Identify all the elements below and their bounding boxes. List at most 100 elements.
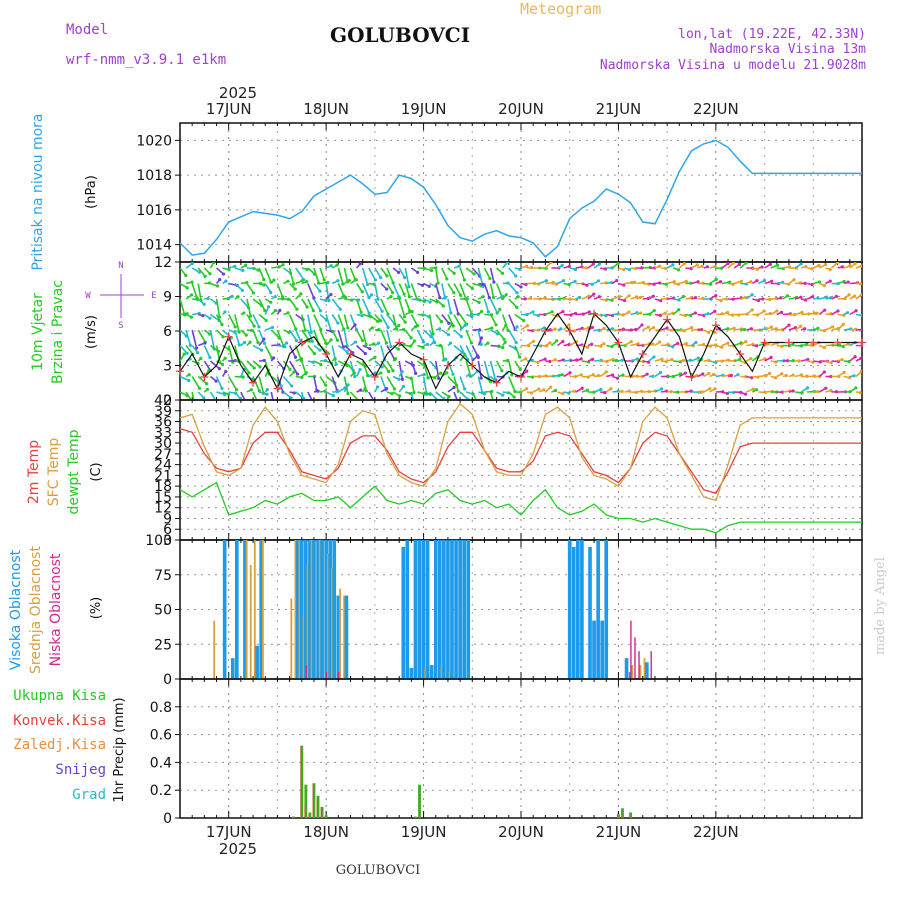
cloud-bar-high <box>401 546 406 679</box>
wind-arrow-head <box>504 293 508 297</box>
wind-arrow-head <box>470 315 474 319</box>
wind-arrow-head <box>553 327 557 331</box>
wind-arrow-head <box>368 347 372 351</box>
time-label-bottom-4: 21JUN <box>596 823 642 841</box>
wind-arrow-head <box>500 271 505 275</box>
wind-arrow-head <box>486 341 490 345</box>
wind-arrow-head <box>743 392 748 396</box>
wind-arrow <box>307 344 316 355</box>
time-label-bottom-1: 18JUN <box>303 823 349 841</box>
wind-arrow-head <box>212 262 216 265</box>
gust-marker <box>224 332 233 341</box>
cloud-bar-high <box>450 540 454 679</box>
wind-arrow-head <box>561 309 565 314</box>
wind-arrow-head <box>463 323 467 327</box>
wind-arrow-head <box>760 265 764 269</box>
wind-arrow <box>380 345 386 361</box>
precip-title-conv: Konvek.Kisa <box>13 713 106 729</box>
wind-arrow <box>301 314 306 331</box>
wind-arrow <box>282 360 291 370</box>
wind-arrow <box>459 314 468 325</box>
wind-arrow-head <box>386 325 390 329</box>
wind-arrow <box>459 267 466 281</box>
wind-arrow-head <box>463 387 467 391</box>
wind-arrow-head <box>294 327 298 331</box>
wind-arrow-head <box>272 278 276 282</box>
wind-arrow-head <box>603 390 607 395</box>
wind-arrow-head <box>265 387 269 392</box>
y-tick-label: 21 <box>154 468 172 484</box>
wind-arrow-head <box>413 325 418 329</box>
wind-arrow <box>337 329 345 348</box>
wind-arrow <box>203 345 211 358</box>
precip-bar-total <box>304 784 308 818</box>
wind-arrow-head <box>652 355 656 359</box>
wind-arrow <box>459 345 469 360</box>
cloud-bar-high <box>344 595 349 679</box>
compass-west: W <box>85 291 91 301</box>
wind-arrow-head <box>853 294 857 298</box>
wind-arrow <box>410 314 419 327</box>
wind-arrow-head <box>441 304 445 308</box>
time-label-bottom-0: 17JUN <box>206 823 252 841</box>
cloud-bar-high <box>466 540 471 679</box>
wind-arrow-head <box>313 403 316 406</box>
wind-arrow-head <box>360 290 364 294</box>
wind-arrow-head <box>700 390 704 394</box>
wind-arrow-head <box>190 262 194 265</box>
wind-arrow-head <box>319 362 323 367</box>
wind-arrow-head <box>591 262 595 266</box>
wind-arrow-head <box>428 300 432 304</box>
wind-arrow-head <box>443 295 447 299</box>
cloud-bar-high <box>433 540 438 679</box>
y-tick-label: 33 <box>154 425 172 441</box>
wind-arrow-head <box>432 340 436 344</box>
wind-arrow-head <box>500 369 504 373</box>
wind-arrow-head <box>560 373 564 377</box>
wind-arrow-head <box>244 333 248 337</box>
wind-arrow <box>276 376 284 393</box>
wind-arrow <box>453 314 463 329</box>
wind-arrow-head <box>504 323 508 327</box>
wind-arrow-head <box>292 282 296 286</box>
wind-arrow-head <box>420 283 425 287</box>
wind-arrow-head <box>597 328 601 332</box>
wind-arrow-head <box>400 370 404 374</box>
wind-arrow-head <box>815 311 819 315</box>
wind-arrow-head <box>220 386 224 390</box>
wind-arrow-head <box>416 270 420 275</box>
cloud-bar-mid <box>290 598 293 679</box>
wind-arrow <box>380 298 389 315</box>
wind-arrow <box>855 328 862 331</box>
wind-arrow <box>508 314 516 330</box>
cloud-bar-high <box>417 540 422 679</box>
wind-arrow <box>398 283 405 295</box>
wind-arrow-head <box>376 297 380 301</box>
wind-arrow-head <box>245 403 248 406</box>
y-tick-label: 6 <box>163 522 172 538</box>
wind-arrow-head <box>375 403 378 406</box>
cloud-bar-mid <box>424 667 427 679</box>
wind-arrow <box>514 360 521 370</box>
wind-arrow-head <box>234 387 239 392</box>
wind-arrow-head <box>376 319 380 323</box>
wind-arrow-head <box>353 323 357 327</box>
wind-arrow-head <box>828 267 832 272</box>
wind-arrow <box>380 329 388 344</box>
wind-arrow-head <box>681 294 686 299</box>
wind-arrow-head <box>479 376 483 380</box>
cloud-bar-mid <box>249 565 252 679</box>
cloud-bar-low <box>634 637 636 679</box>
wind-arrow <box>240 298 250 309</box>
cloud-bar-high <box>409 667 414 679</box>
wind-arrow-head <box>524 357 528 361</box>
wind-arrow <box>343 376 349 394</box>
wind-arrow <box>435 298 444 307</box>
wind-arrow <box>477 376 484 393</box>
wind-arrow-head <box>379 276 383 280</box>
wind-arrow <box>380 314 389 328</box>
wind-arrow-head <box>824 262 828 267</box>
cloud-bar-high <box>442 540 446 679</box>
wind-arrow-head <box>289 396 293 400</box>
